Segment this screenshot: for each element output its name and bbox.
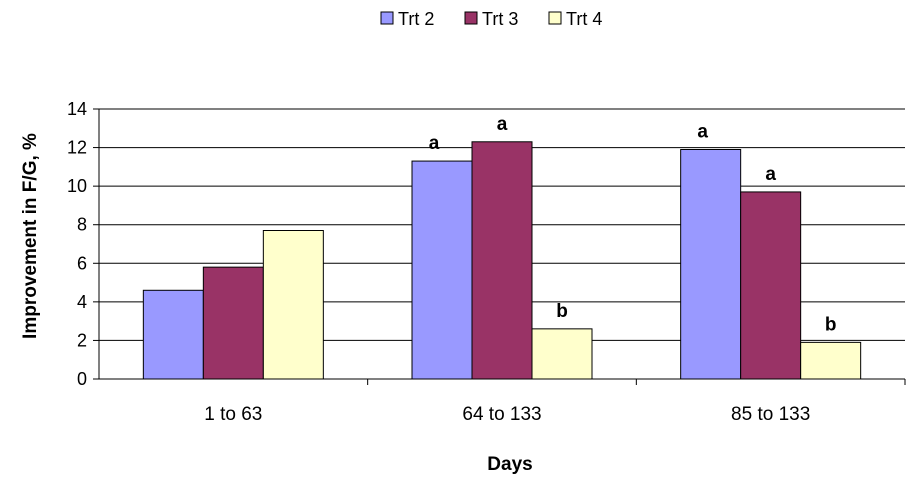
legend-swatch-trt-3 — [464, 11, 478, 25]
bar-trt-4 — [800, 341, 862, 380]
y-tick-label: 12 — [67, 138, 87, 158]
bar-trt-2 — [680, 149, 742, 380]
bar-trt-2 — [142, 289, 204, 380]
bar-trt-3 — [202, 266, 264, 380]
bar-trt-4 — [262, 230, 324, 380]
y-tick-label: 8 — [77, 215, 87, 235]
y-tick-label: 0 — [77, 369, 87, 389]
bars — [142, 141, 862, 380]
y-axis-title: Improvement in F/G, % — [20, 133, 41, 339]
y-tick-label: 10 — [67, 176, 87, 196]
legend-label-trt-3: Trt 3 — [482, 9, 518, 29]
bar-trt-3 — [740, 191, 802, 380]
legend-swatch-trt-2 — [380, 11, 394, 25]
bar-trt-3 — [471, 141, 533, 380]
y-tick-label: 6 — [77, 253, 87, 273]
x-tick-label: 1 to 63 — [204, 404, 262, 425]
legend: Trt 2 Trt 3 Trt 4 — [380, 9, 602, 29]
x-axis-title: Days — [487, 454, 532, 475]
bar-trt-4 — [531, 328, 593, 380]
y-tick-label: 4 — [77, 292, 87, 312]
x-tick-label: 64 to 133 — [462, 404, 541, 425]
legend-label-trt-4: Trt 4 — [566, 9, 602, 29]
bar-trt-2 — [411, 160, 473, 380]
y-tick-label: 2 — [77, 330, 87, 350]
tick-labels: 0 2 4 6 8 10 12 14 1 to 63 64 to 133 85 to 133 — [67, 99, 810, 425]
bar-annotation: b — [556, 301, 568, 322]
bar-annotation: a — [497, 114, 508, 135]
axes — [93, 108, 906, 385]
bar-annotation: a — [697, 122, 708, 143]
x-tick-label: 85 to 133 — [731, 404, 810, 425]
legend-label-trt-2: Trt 2 — [398, 9, 434, 29]
y-tick-label: 14 — [67, 99, 87, 119]
bar-annotation: b — [825, 314, 837, 335]
bar-annotation: a — [765, 164, 776, 185]
legend-swatch-trt-4 — [548, 11, 562, 25]
bar-annotations: a a b a a b — [429, 114, 837, 336]
bar-annotation: a — [429, 133, 440, 154]
